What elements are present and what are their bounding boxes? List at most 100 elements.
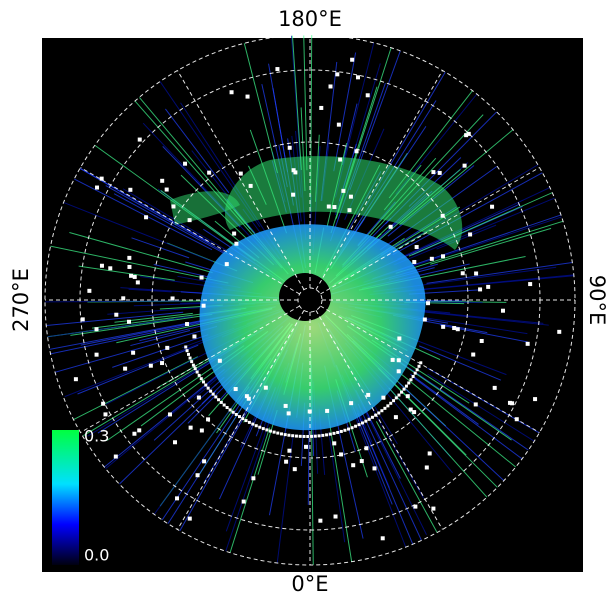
dot xyxy=(198,374,201,377)
dot xyxy=(364,420,367,423)
dot xyxy=(360,459,364,463)
dot xyxy=(284,460,288,464)
dot xyxy=(246,95,250,99)
dot xyxy=(251,423,254,426)
dot xyxy=(238,415,241,418)
dot xyxy=(204,384,207,387)
dot xyxy=(395,396,398,399)
dot xyxy=(291,434,294,437)
dot xyxy=(103,412,107,416)
dot xyxy=(490,205,494,209)
dot xyxy=(486,285,490,289)
dot xyxy=(423,318,427,322)
dot xyxy=(526,342,530,346)
dot xyxy=(175,496,179,500)
dot xyxy=(471,353,475,357)
dot xyxy=(255,424,258,427)
dot xyxy=(280,432,283,435)
dot xyxy=(262,427,265,430)
dot xyxy=(269,430,272,433)
dot xyxy=(304,445,308,449)
dot xyxy=(338,158,342,162)
dot xyxy=(202,380,205,383)
dot xyxy=(188,517,192,521)
dot xyxy=(329,433,332,436)
dot xyxy=(325,409,329,413)
dot xyxy=(405,385,408,388)
dot xyxy=(194,367,197,370)
dot xyxy=(258,426,261,429)
dot xyxy=(264,386,268,390)
dot xyxy=(441,325,445,329)
dot xyxy=(276,432,279,435)
dot xyxy=(397,358,401,362)
dot xyxy=(478,287,482,291)
dot xyxy=(197,396,201,400)
dot xyxy=(295,435,298,438)
dot xyxy=(493,386,497,390)
label-right: 90°E xyxy=(585,275,609,326)
label-left: 270°E xyxy=(9,268,33,332)
dot xyxy=(127,265,131,269)
polar-map: 0.30.0 180°E 0°E 270°E 90°E xyxy=(0,0,610,598)
dot xyxy=(412,410,416,414)
dot xyxy=(510,401,514,405)
dot xyxy=(74,377,78,381)
dot xyxy=(468,232,472,236)
dot xyxy=(334,515,338,519)
dot xyxy=(230,90,234,94)
dot xyxy=(431,507,435,511)
dot xyxy=(242,500,246,504)
dot xyxy=(114,455,118,459)
dot xyxy=(428,451,432,455)
dot xyxy=(95,327,99,331)
dot xyxy=(340,430,343,433)
dot xyxy=(335,72,339,76)
dot xyxy=(275,67,279,71)
dot xyxy=(371,416,374,419)
dot xyxy=(337,123,341,127)
dot xyxy=(248,421,251,424)
dot xyxy=(356,75,360,79)
dot xyxy=(349,195,353,199)
dot xyxy=(441,254,445,258)
dot xyxy=(273,431,276,434)
dot xyxy=(251,476,255,480)
dot xyxy=(332,432,335,435)
dot xyxy=(288,146,292,150)
dot xyxy=(171,204,175,208)
dot xyxy=(354,425,357,428)
dot xyxy=(225,262,229,266)
dot xyxy=(241,417,244,420)
dot xyxy=(310,435,313,438)
dot xyxy=(234,242,238,246)
dot xyxy=(188,218,192,222)
dot xyxy=(217,398,220,401)
dot xyxy=(452,326,456,330)
dot xyxy=(234,387,238,391)
dot xyxy=(381,536,385,540)
dot xyxy=(245,419,248,422)
dot xyxy=(291,193,295,197)
dot xyxy=(200,428,204,432)
dot xyxy=(348,208,352,212)
dot xyxy=(350,58,354,62)
dot xyxy=(214,395,217,398)
dot xyxy=(463,164,467,168)
dot xyxy=(226,406,229,409)
dot xyxy=(200,377,203,380)
dot xyxy=(461,271,465,275)
dot xyxy=(397,394,400,397)
dot xyxy=(184,345,187,348)
dot xyxy=(229,408,232,411)
dot xyxy=(325,433,328,436)
dot xyxy=(133,275,137,279)
dot xyxy=(287,434,290,437)
dot xyxy=(474,402,478,406)
dot xyxy=(127,256,131,260)
dot xyxy=(186,349,189,352)
dot xyxy=(318,519,322,523)
dot xyxy=(108,266,112,270)
dot xyxy=(407,381,410,384)
dot xyxy=(403,388,406,391)
